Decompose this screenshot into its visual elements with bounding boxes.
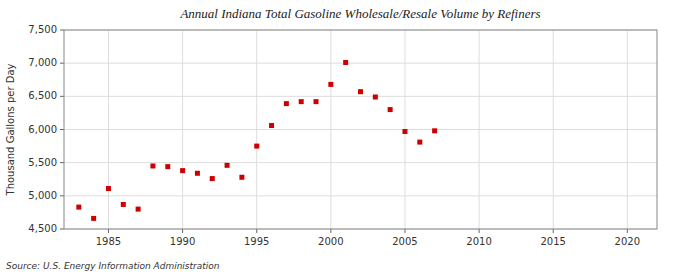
point	[254, 144, 259, 149]
grid-line	[182, 30, 183, 229]
point	[150, 163, 155, 168]
tick	[553, 229, 554, 233]
point	[225, 163, 230, 168]
tick	[627, 229, 628, 233]
grid-line	[64, 162, 657, 163]
point	[299, 99, 304, 104]
point	[180, 168, 185, 173]
tick	[60, 229, 64, 230]
source-note: Source: U.S. Energy Information Administ…	[6, 261, 220, 271]
point	[402, 129, 407, 134]
chart: 4,500 5,000 5,500 6,000 6,500 7,000 7,500 1985 1…	[0, 0, 675, 275]
tick-label: 6,000	[28, 124, 57, 135]
grid-line	[553, 30, 554, 229]
tick	[60, 63, 64, 64]
tick	[60, 195, 64, 196]
point	[210, 176, 215, 181]
point	[373, 94, 378, 99]
tick	[256, 229, 257, 233]
point	[106, 186, 111, 191]
point	[136, 207, 141, 212]
tick	[60, 96, 64, 97]
point	[314, 99, 319, 104]
grid	[64, 30, 657, 229]
tick	[330, 229, 331, 233]
point	[388, 107, 393, 112]
tick	[182, 229, 183, 233]
tick-label: 5,000	[28, 190, 57, 201]
series	[76, 60, 437, 221]
point	[165, 164, 170, 169]
grid-line	[64, 96, 657, 97]
point	[239, 175, 244, 180]
tick-label: 7,000	[28, 57, 57, 68]
point	[328, 82, 333, 87]
grid-line	[64, 195, 657, 196]
tick-label: 5,500	[28, 157, 57, 168]
tick-label: 2005	[392, 236, 417, 247]
tick-label: 2015	[540, 236, 565, 247]
point	[284, 101, 289, 106]
grid-line	[64, 129, 657, 130]
point	[91, 216, 96, 221]
point	[269, 123, 274, 128]
tick-label: 2010	[466, 236, 491, 247]
plot-background	[64, 30, 657, 229]
point	[76, 205, 81, 210]
tick-label: 7,500	[28, 24, 57, 35]
tick-label: 6,500	[28, 90, 57, 101]
tick-label: 1995	[244, 236, 269, 247]
axis-label: Thousand Gallons per Day	[5, 63, 16, 196]
tick	[60, 30, 64, 31]
tick-label: 2000	[318, 236, 343, 247]
tick-label: 4,500	[28, 223, 57, 234]
tick	[404, 229, 405, 233]
tick	[108, 229, 109, 233]
grid-line	[479, 30, 480, 229]
tick-label: 1985	[96, 236, 121, 247]
tick	[60, 162, 64, 163]
tick-label: 2020	[615, 236, 640, 247]
title: Annual Indiana Total Gasoline Wholesale/…	[179, 6, 540, 21]
tick	[479, 229, 480, 233]
point	[358, 89, 363, 94]
plot-frame	[64, 30, 657, 229]
point	[343, 60, 348, 65]
point	[432, 128, 437, 133]
grid-line	[64, 63, 657, 64]
grid-line	[627, 30, 628, 229]
tick-label: 1990	[170, 236, 195, 247]
point	[417, 140, 422, 145]
grid-line	[108, 30, 109, 229]
grid-line	[330, 30, 331, 229]
axes: 4,500 5,000 5,500 6,000 6,500 7,000 7,500 1985 1…	[28, 24, 640, 247]
tick	[60, 129, 64, 130]
point	[121, 202, 126, 207]
point	[195, 171, 200, 176]
grid-line	[256, 30, 257, 229]
